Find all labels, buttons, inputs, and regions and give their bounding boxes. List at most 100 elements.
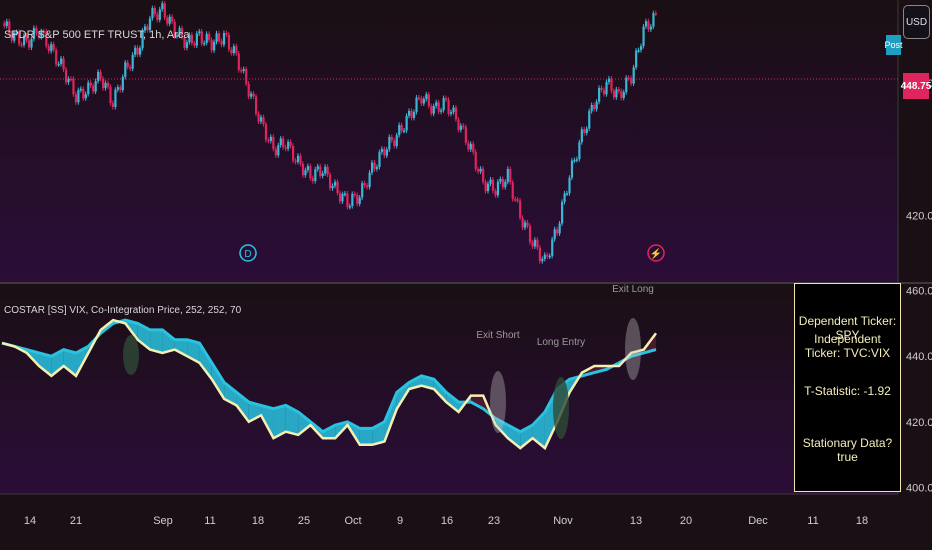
- candle-body: [245, 69, 248, 84]
- cream-line: [1, 318, 657, 451]
- candle-body: [242, 69, 245, 71]
- candle-body: [491, 179, 495, 191]
- candle-body: [55, 49, 58, 65]
- candle-body: [306, 166, 310, 171]
- candle-body: [232, 46, 235, 54]
- indicator-title[interactable]: COSTAR [SS] VIX, Co-Integration Price, 2…: [4, 305, 242, 316]
- currency-button[interactable]: USD: [903, 5, 930, 39]
- indicator-pane-bg: [0, 284, 898, 494]
- candle-body: [240, 70, 243, 72]
- candle-body: [445, 98, 448, 100]
- candle-body: [183, 36, 186, 48]
- candle-body: [519, 200, 522, 218]
- band-lines: [1, 318, 657, 451]
- candle-body: [217, 33, 221, 41]
- candle-body: [284, 147, 287, 149]
- candle-body: [524, 222, 527, 228]
- candle-body: [489, 179, 492, 184]
- candle-body: [605, 82, 608, 95]
- candle-body: [528, 225, 532, 243]
- candle-body: [8, 21, 11, 34]
- candle-body: [129, 67, 132, 69]
- time-tick-label: 18: [856, 515, 868, 527]
- candle-body: [274, 148, 277, 156]
- candle-body: [573, 159, 576, 162]
- candle-body: [425, 94, 428, 100]
- band-fill-segment: [446, 392, 459, 412]
- candle-body: [511, 182, 514, 200]
- candle-body: [225, 33, 228, 35]
- candle-body: [74, 94, 78, 103]
- candle-body: [590, 105, 593, 112]
- candle-body: [435, 102, 438, 107]
- symbol-title[interactable]: SPDR S&P 500 ETF TRUST, 1h, Arca: [4, 29, 190, 41]
- candle-body: [119, 87, 122, 91]
- candle-body: [215, 33, 218, 42]
- candle-body: [37, 33, 41, 37]
- candle-body: [625, 77, 628, 93]
- candle-body: [208, 33, 211, 40]
- candle-body: [415, 97, 418, 112]
- candle-body: [526, 222, 529, 226]
- time-tick-label: 20: [680, 515, 692, 527]
- candle-body: [610, 78, 613, 91]
- candle-body: [536, 239, 539, 248]
- candle-body: [494, 190, 497, 196]
- candle-body: [398, 125, 401, 136]
- candle-body: [578, 142, 581, 160]
- candle-body: [403, 130, 406, 132]
- candle-body: [87, 82, 90, 95]
- candle-body: [383, 148, 386, 156]
- candle-body: [622, 92, 625, 98]
- candle-body: [269, 136, 273, 141]
- candle-body: [198, 31, 201, 34]
- time-tick-label: 25: [298, 515, 310, 527]
- t-statistic: T-Statistic: -1.92: [804, 384, 891, 398]
- candle-body: [654, 13, 657, 15]
- candle-body: [304, 170, 307, 176]
- candle-body: [447, 99, 450, 114]
- candle-body: [299, 155, 302, 164]
- dividend-glyph: D: [244, 249, 251, 260]
- candle-body: [82, 88, 85, 99]
- candle-body: [77, 90, 80, 103]
- band-fill-segment: [199, 343, 212, 380]
- candle-body: [405, 115, 408, 131]
- candle-body: [479, 168, 482, 172]
- candle-body: [462, 125, 465, 128]
- candle-body: [388, 136, 391, 150]
- candle-body: [287, 141, 290, 149]
- candle-body: [94, 81, 97, 92]
- candle-body: [321, 173, 324, 176]
- candle-body: [341, 194, 344, 202]
- time-tick-label: 9: [397, 515, 403, 527]
- candle-body: [57, 63, 60, 66]
- candle-body: [644, 21, 648, 27]
- candle-body: [417, 97, 421, 100]
- candle-body: [272, 136, 275, 149]
- candle-body: [40, 31, 43, 37]
- candle-body: [607, 78, 611, 83]
- candle-body: [380, 148, 384, 153]
- time-tick-label: 21: [70, 515, 82, 527]
- dividend-marker[interactable]: D: [239, 244, 257, 262]
- candle-body: [652, 13, 655, 27]
- candle-body: [548, 255, 551, 258]
- candle-body: [390, 136, 393, 141]
- candle-body: [412, 111, 416, 118]
- candle-body: [639, 46, 643, 51]
- candle-body: [457, 119, 460, 130]
- candle-body: [220, 40, 223, 45]
- candle-body: [516, 199, 519, 201]
- split-marker[interactable]: ⚡: [647, 244, 665, 262]
- candle-body: [356, 194, 359, 204]
- candle-body: [257, 113, 260, 122]
- candle-body: [210, 39, 213, 51]
- band-fill-segment: [39, 352, 52, 376]
- candle-body: [222, 33, 226, 45]
- candle-body: [556, 229, 559, 234]
- candle-body: [343, 193, 347, 196]
- candle-body: [311, 178, 314, 182]
